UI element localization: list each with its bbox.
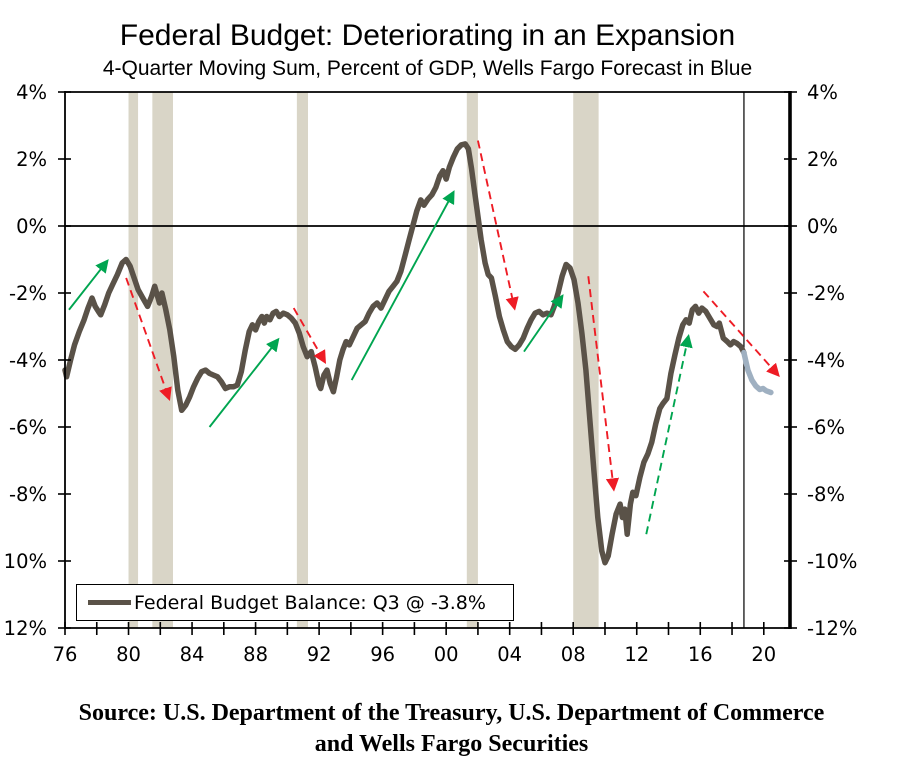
y-axis-label-left: 4% <box>16 81 47 104</box>
y-axis-label-left: 0% <box>16 215 47 238</box>
y-axis-label-left: 10% <box>4 550 47 573</box>
x-axis-label: 20 <box>751 643 776 666</box>
chart-subtitle: 4-Quarter Moving Sum, Percent of GDP, We… <box>102 57 753 80</box>
budget-balance-chart: 4% 4% 2% 2% 0% 0% -2% -2% -4% -4% -6% -6% -8% -8% 10% -… <box>4 81 858 666</box>
recession-band <box>466 92 478 628</box>
legend-line-sample <box>88 600 131 605</box>
x-axis-label: 80 <box>116 643 141 666</box>
improvement-trend-arrow <box>208 337 280 428</box>
y-axis-label-right: -12% <box>807 617 857 640</box>
x-axis-label: 92 <box>307 643 332 666</box>
y-axis-label-left: -8% <box>9 483 47 506</box>
chart-title: Federal Budget: Deteriorating in an Expa… <box>119 19 736 52</box>
improvement-trend-arrow <box>68 259 109 311</box>
deterioration-trend-arrow <box>292 307 326 364</box>
x-axis-label: 88 <box>243 643 268 666</box>
y-axis-label-right: 0% <box>807 215 838 238</box>
source-line-2: and Wells Fargo Securities <box>314 731 589 757</box>
y-axis-label-left: -6% <box>9 416 47 439</box>
x-axis-label: 96 <box>370 643 395 666</box>
recession-band <box>128 92 139 628</box>
legend: Federal Budget Balance: Q3 @ -3.8% <box>76 584 514 621</box>
y-axis-label-left: -2% <box>9 282 47 305</box>
x-axis-label: 16 <box>688 643 713 666</box>
y-axis-label-left: -4% <box>9 349 47 372</box>
forecast-line <box>741 349 774 396</box>
y-axis-label-right: -6% <box>807 416 845 439</box>
deterioration-trend-arrow <box>587 276 620 492</box>
x-axis-label: 84 <box>180 643 205 666</box>
y-axis-label-right: 4% <box>807 81 838 104</box>
improvement-trend-arrow <box>350 190 455 381</box>
x-axis-label: 76 <box>53 643 78 666</box>
y-axis-label-right: -2% <box>807 282 845 305</box>
deterioration-trend-arrow <box>125 277 172 402</box>
improvement-trend-arrow <box>645 333 693 535</box>
y-axis-label-right: -4% <box>807 349 845 372</box>
y-axis-label-left: 12% <box>4 617 47 640</box>
deterioration-trend-arrow <box>476 140 519 311</box>
legend-label: Federal Budget Balance: Q3 @ -3.8% <box>134 591 486 614</box>
source-line-1: Source: U.S. Department of the Treasury,… <box>78 700 825 726</box>
deterioration-trend-arrow <box>702 290 780 378</box>
y-axis-label-left: 2% <box>16 148 47 171</box>
x-axis-label: 04 <box>497 643 522 666</box>
recession-band <box>152 92 173 628</box>
budget-balance-line <box>62 141 747 566</box>
recession-band <box>296 92 308 628</box>
x-axis-label: 08 <box>561 643 586 666</box>
source-note: Source: U.S. Department of the Treasury,… <box>0 698 903 760</box>
y-axis-label-right: 2% <box>807 148 838 171</box>
x-axis-label: 12 <box>624 643 649 666</box>
improvement-trend-arrow <box>523 294 564 353</box>
y-axis-label-right: -8% <box>807 483 845 506</box>
y-axis-label-right: -10% <box>807 550 857 573</box>
x-axis-label: 00 <box>434 643 459 666</box>
